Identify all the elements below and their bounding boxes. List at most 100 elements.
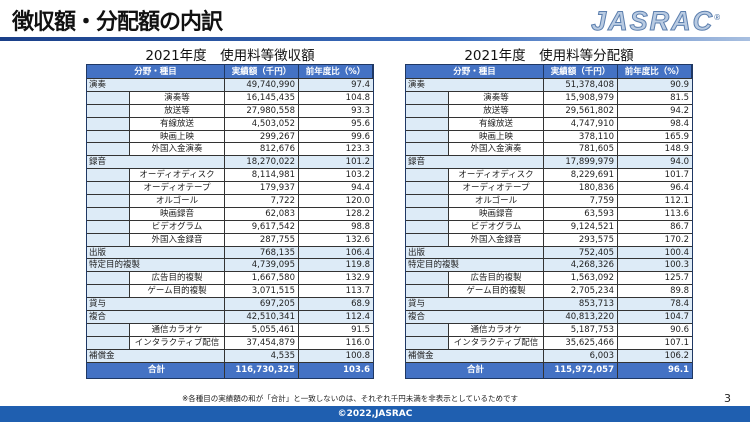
row-label: 映画上映 xyxy=(449,130,544,143)
row-amount: 697,205 xyxy=(225,298,299,311)
distribution-panel: 2021年度 使用料等分配額 分野・種目 実績額（千円） 前年度比（%） 演奏 51,3… xyxy=(405,44,693,379)
row-label: 有線放送 xyxy=(449,117,544,130)
indent-cell xyxy=(406,285,449,298)
row-amount: 9,617,542 xyxy=(225,220,299,233)
category-row: 複合 42,510,341 112.4 xyxy=(87,311,373,324)
collection-table-title: 2021年度 使用料等徴収額 xyxy=(145,48,315,64)
row-amount: 7,759 xyxy=(544,195,618,207)
row-amount: 35,625,466 xyxy=(544,336,618,349)
distribution-table-title: 2021年度 使用料等分配額 xyxy=(464,48,634,64)
total-row: 合計 115,972,057 96.1 xyxy=(406,362,692,378)
row-ratio: 78.4 xyxy=(670,299,689,310)
subcategory-row: 演奏等 16,145,435 104.8 xyxy=(87,91,373,105)
indent-cell xyxy=(87,91,130,104)
indent-cell xyxy=(406,91,449,104)
indent-cell xyxy=(87,104,130,117)
indent-cell xyxy=(406,182,449,195)
indent-cell xyxy=(406,336,449,349)
category-row: 出版 752,405 100.4 xyxy=(406,246,692,260)
distribution-table: 分野・種目 実績額（千円） 前年度比（%） 演奏 51,378,408 90.9 演奏等 15… xyxy=(405,64,693,379)
row-label: 演奏等 xyxy=(130,91,225,104)
table-header: 分野・種目 実績額（千円） 前年度比（%） xyxy=(406,65,692,79)
row-ratio: 119.8 xyxy=(345,260,370,271)
subcategory-row: 映画録音 62,083 128.2 xyxy=(87,207,373,221)
row-amount: 853,713 xyxy=(544,298,618,311)
row-label: 外国入金録音 xyxy=(130,233,225,246)
subcategory-row: 有線放送 4,503,052 95.6 xyxy=(87,117,373,131)
row-amount: 4,535 xyxy=(225,349,299,362)
row-ratio: 98.4 xyxy=(618,117,692,130)
indent-cell xyxy=(87,195,130,207)
subcategory-row: 広告目的複製 1,563,092 125.7 xyxy=(406,272,692,286)
category-row: 特定目的複製 4,739,095 119.8 xyxy=(87,259,373,273)
row-amount: 180,836 xyxy=(544,182,618,195)
row-amount: 51,378,408 xyxy=(544,79,618,91)
row-label: インタラクティブ配信 xyxy=(449,336,544,349)
row-ratio: 107.1 xyxy=(618,336,692,349)
row-amount: 27,980,558 xyxy=(225,104,299,117)
row-label: 貸与 xyxy=(87,298,225,311)
row-ratio: 99.6 xyxy=(299,130,373,143)
row-amount: 42,510,341 xyxy=(225,311,299,323)
row-label: ビデオグラム xyxy=(449,220,544,233)
row-amount: 29,561,802 xyxy=(544,104,618,117)
row-amount: 4,503,052 xyxy=(225,117,299,130)
indent-cell xyxy=(87,143,130,156)
row-amount: 7,722 xyxy=(225,195,299,207)
row-label: 映画上映 xyxy=(130,130,225,143)
row-ratio: 96.4 xyxy=(618,182,692,195)
footnote: ※各種目の実績額の和が「合計」と一致しないのは、それぞれ千円未満を非表示としてい… xyxy=(182,394,519,403)
indent-cell xyxy=(406,207,449,220)
row-ratio: 93.3 xyxy=(299,104,373,117)
row-ratio: 94.2 xyxy=(618,104,692,117)
row-amount: 8,229,691 xyxy=(544,169,618,182)
category-row: 複合 40,813,220 104.7 xyxy=(406,311,692,324)
header-divider xyxy=(0,37,750,41)
subcategory-row: ゲーム目的複製 2,705,234 89.8 xyxy=(406,285,692,299)
row-ratio: 123.3 xyxy=(299,143,373,156)
category-row: 貸与 697,205 68.9 xyxy=(87,298,373,312)
total-row: 合計 116,730,325 103.6 xyxy=(87,362,373,378)
total-amount: 115,972,057 xyxy=(544,362,618,378)
indent-cell xyxy=(406,104,449,117)
row-label: 広告目的複製 xyxy=(130,272,225,285)
subcategory-row: インタラクティブ配信 37,454,879 116.0 xyxy=(87,336,373,350)
row-amount: 3,071,515 xyxy=(225,285,299,298)
subcategory-row: ゲーム目的複製 3,071,515 113.7 xyxy=(87,285,373,299)
row-amount: 62,083 xyxy=(225,207,299,220)
category-row: 特定目的複製 4,268,326 100.3 xyxy=(406,259,692,273)
category-row: 補償金 6,003 106.2 xyxy=(406,349,692,363)
subcategory-row: 映画上映 299,267 99.6 xyxy=(87,130,373,144)
row-amount: 1,563,092 xyxy=(544,272,618,285)
row-amount: 179,937 xyxy=(225,182,299,195)
indent-cell xyxy=(87,285,130,298)
row-amount: 287,755 xyxy=(225,233,299,246)
row-label: 特定目的複製 xyxy=(87,259,225,272)
total-label: 合計 xyxy=(87,362,225,378)
subcategory-row: 外国入金演奏 781,605 148.9 xyxy=(406,143,692,157)
row-label: 放送等 xyxy=(449,104,544,117)
row-amount: 1,667,580 xyxy=(225,272,299,285)
row-label: 放送等 xyxy=(130,104,225,117)
row-amount: 16,145,435 xyxy=(225,91,299,104)
total-ratio: 96.1 xyxy=(668,364,689,375)
collection-table: 分野・種目 実績額（千円） 前年度比（%） 演奏 49,740,990 97.4 演奏等 16… xyxy=(86,64,374,379)
row-label: 貸与 xyxy=(406,298,544,311)
logo-text: JASRAC xyxy=(591,6,715,37)
row-amount: 812,676 xyxy=(225,143,299,156)
row-ratio: 90.9 xyxy=(670,80,689,90)
column-header-category: 分野・種目 xyxy=(87,65,225,78)
row-ratio: 148.9 xyxy=(618,143,692,156)
category-row: 出版 768,135 106.4 xyxy=(87,246,373,260)
row-ratio: 104.7 xyxy=(664,312,689,323)
row-label: 有線放送 xyxy=(130,117,225,130)
footer-bar: ©2022,JASRAC xyxy=(0,406,750,422)
row-ratio: 100.8 xyxy=(345,350,370,361)
row-amount: 378,110 xyxy=(544,130,618,143)
indent-cell xyxy=(87,220,130,233)
row-label: オルゴール xyxy=(130,195,225,207)
row-amount: 6,003 xyxy=(544,349,618,362)
subcategory-row: 放送等 29,561,802 94.2 xyxy=(406,104,692,118)
total-ratio: 103.6 xyxy=(343,364,370,375)
collection-panel: 2021年度 使用料等徴収額 分野・種目 実績額（千円） 前年度比（%） 演奏 49,7… xyxy=(86,44,374,379)
